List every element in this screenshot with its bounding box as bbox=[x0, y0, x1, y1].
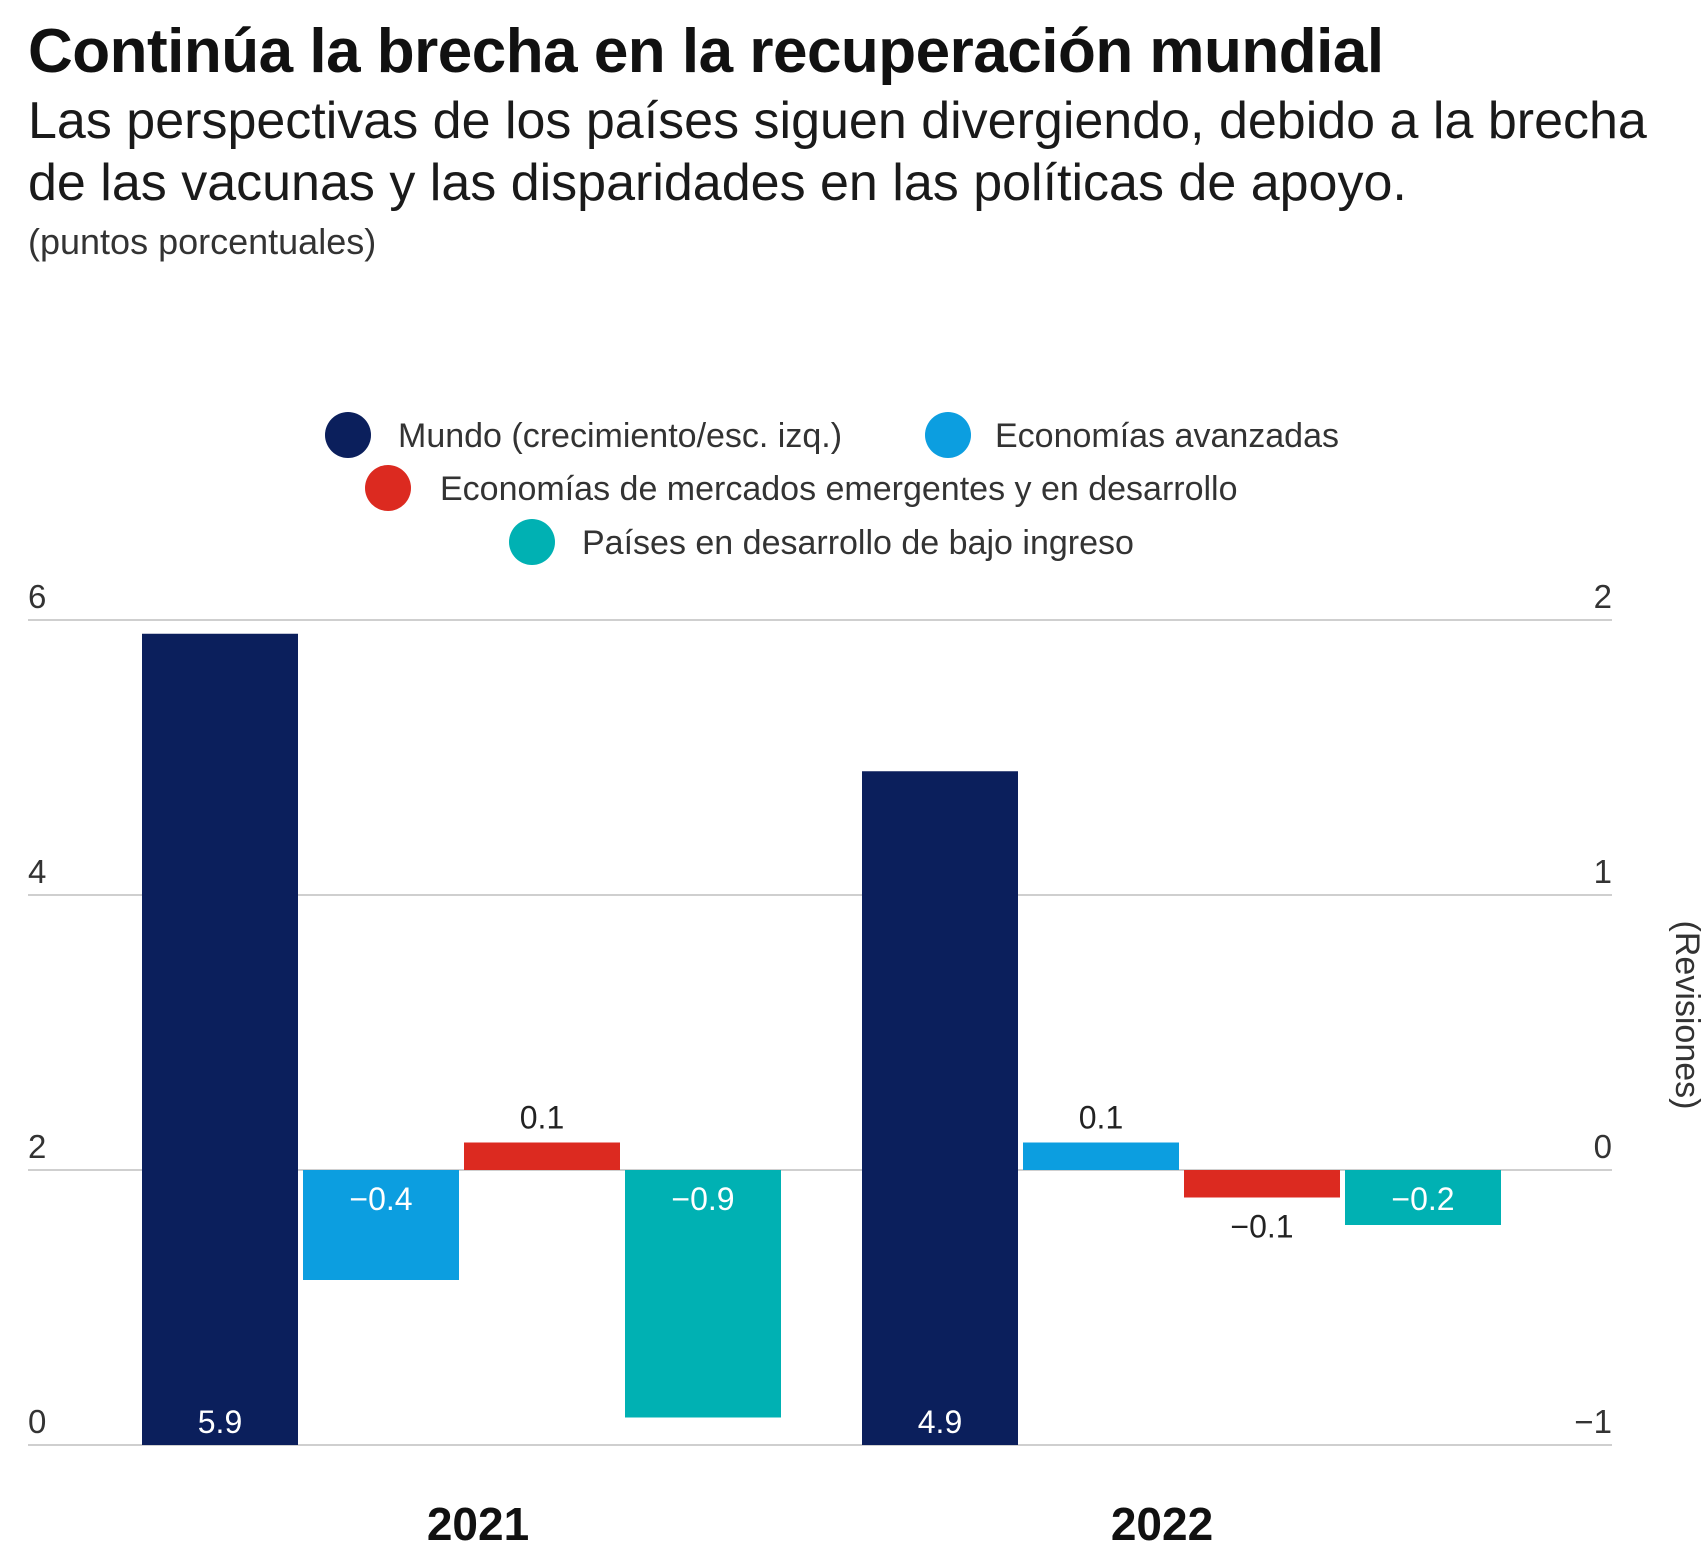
bar bbox=[142, 633, 298, 1445]
bar bbox=[464, 1142, 620, 1170]
data-label: 0.1 bbox=[1079, 1100, 1123, 1136]
legend-swatch bbox=[325, 412, 371, 458]
legend-swatch bbox=[365, 465, 411, 511]
data-labels: 5.9 −0.4 0.1 −0.9 4.9 0.1 −0.1 −0.2 bbox=[198, 1100, 1455, 1441]
bar bbox=[1184, 1170, 1340, 1198]
right-axis-label: (Revisiones) bbox=[1668, 921, 1706, 1110]
right-tick-label: 2 bbox=[1594, 578, 1612, 615]
x-category-label: 2022 bbox=[1111, 1498, 1213, 1550]
bar bbox=[625, 1170, 781, 1418]
bar bbox=[862, 771, 1018, 1445]
chart-title: Continúa la brecha en la recuperación mu… bbox=[28, 17, 1384, 86]
data-label: −0.1 bbox=[1230, 1209, 1293, 1245]
x-category-label: 2021 bbox=[427, 1498, 529, 1550]
legend-swatch bbox=[925, 412, 971, 458]
left-tick-label: 2 bbox=[28, 1128, 46, 1165]
right-axis-ticks: −1 0 1 2 bbox=[1574, 578, 1612, 1440]
chart-subtitle: Las perspectivas de los países siguen di… bbox=[28, 92, 1647, 212]
bar bbox=[303, 1170, 459, 1280]
legend-label: Economías avanzadas bbox=[995, 417, 1339, 455]
right-tick-label: 1 bbox=[1594, 853, 1612, 890]
legend-label: Economías de mercados emergentes y en de… bbox=[440, 470, 1238, 508]
chart-header: Continúa la brecha en la recuperación mu… bbox=[28, 14, 1688, 266]
chart-legend: Mundo (crecimiento/esc. izq.) Economías a… bbox=[325, 412, 1339, 565]
left-axis-ticks: 0 2 4 6 bbox=[28, 578, 46, 1440]
chart-unit-label: (puntos porcentuales) bbox=[28, 221, 377, 262]
data-label: 0.1 bbox=[520, 1100, 564, 1136]
data-label: −0.4 bbox=[349, 1181, 412, 1217]
bar bbox=[1345, 1170, 1501, 1225]
data-label: 5.9 bbox=[198, 1404, 242, 1440]
left-tick-label: 6 bbox=[28, 578, 46, 615]
left-tick-label: 0 bbox=[28, 1403, 46, 1440]
legend-label: Países en desarrollo de bajo ingreso bbox=[582, 524, 1134, 562]
x-axis-categories: 2021 2022 bbox=[427, 1498, 1213, 1550]
data-label: 4.9 bbox=[918, 1404, 962, 1440]
right-tick-label: 0 bbox=[1594, 1128, 1612, 1165]
data-label: −0.9 bbox=[671, 1181, 734, 1217]
legend-label: Mundo (crecimiento/esc. izq.) bbox=[398, 417, 842, 455]
right-tick-label: −1 bbox=[1574, 1403, 1612, 1440]
data-label: −0.2 bbox=[1391, 1181, 1454, 1217]
chart-bars bbox=[142, 633, 1501, 1445]
bar bbox=[1023, 1142, 1179, 1170]
left-tick-label: 4 bbox=[28, 853, 46, 890]
legend-swatch bbox=[509, 519, 555, 565]
